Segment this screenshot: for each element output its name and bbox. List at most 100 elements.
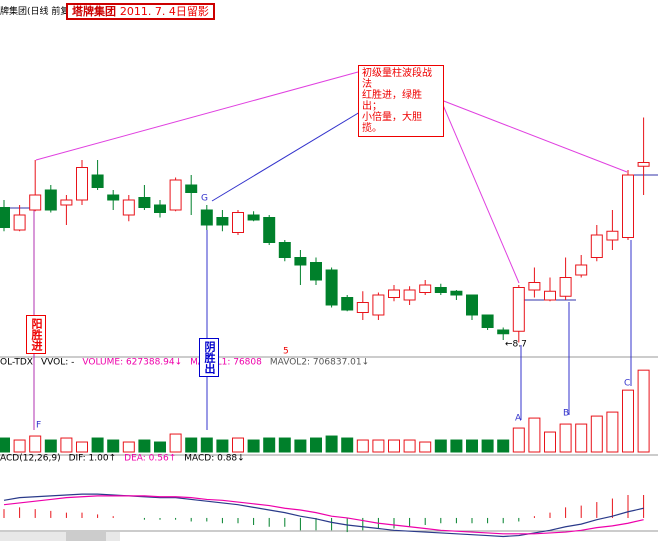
candle-body [185, 184, 198, 193]
candle-body [200, 209, 213, 226]
volume-bar [0, 437, 10, 453]
candle-body [575, 264, 588, 276]
volume-bar [590, 415, 603, 453]
volume-bar [13, 439, 26, 453]
callout: 初级量柱波段战法 红胜进，绿胜出； 小倍量，大胆揽。 [358, 65, 444, 137]
candle-body [107, 194, 120, 201]
candle-body [481, 314, 494, 328]
volume-bar [372, 439, 385, 453]
legend-entry: OL-TDX [0, 358, 33, 368]
candle-body [512, 287, 525, 332]
volume-bar [481, 439, 494, 453]
candle-body [341, 297, 354, 311]
marker-label: F [36, 421, 41, 431]
volume-bar [466, 439, 478, 453]
candle-body [278, 242, 291, 258]
marker-label: A [515, 414, 522, 424]
dif-line [3, 493, 644, 538]
volume-bar [310, 437, 322, 453]
candle-body [13, 214, 26, 231]
volume-bar [637, 369, 650, 453]
candle-body [559, 277, 572, 297]
candle-body [29, 194, 42, 211]
marker-label: C [624, 379, 630, 389]
candle-body [216, 217, 229, 226]
signal-arrows [33, 196, 632, 430]
volume-bar [154, 441, 166, 453]
legend-entry: DIF: 1.00↑ [69, 454, 117, 464]
candle-body [310, 262, 322, 281]
volume-bar [544, 431, 556, 453]
candle-body [544, 290, 556, 301]
macd-legend: ACD(12,26,9) DIF: 1.00↑ DEA: 0.56↑ MACD: 0.… [0, 454, 245, 464]
volume-bar [76, 441, 88, 453]
volume-bar [169, 433, 182, 453]
volume-bar [497, 439, 510, 453]
volume-bar [247, 439, 260, 453]
volume-bar [419, 441, 432, 453]
volume-bar [232, 437, 244, 453]
candle-body [263, 217, 276, 243]
low-label: ←8.7 [505, 340, 527, 350]
callout-line: 小倍量，大胆揽。 [362, 112, 422, 134]
candle-body [450, 290, 463, 296]
volume-bar [216, 439, 229, 453]
pointer-line [211, 99, 381, 202]
volume-bar [403, 439, 416, 453]
volume-bar [200, 437, 213, 453]
candle-body [91, 174, 104, 188]
candle-body [356, 302, 369, 313]
candle-body [169, 179, 182, 211]
legend-entry: MAVOL1: 76808 [190, 358, 262, 368]
candle-body [154, 204, 166, 213]
candle-body [44, 189, 57, 211]
legend-entry: VVOL: - [41, 358, 74, 368]
legend-entry: MAVOL2: 706837.01↓ [270, 358, 369, 368]
badge-name: 塔牌集团 [72, 5, 116, 18]
volume-bar [622, 389, 634, 453]
volume-bar [294, 439, 307, 453]
sell-label: 阴胜出 [199, 338, 219, 377]
marker-label: B [563, 409, 569, 419]
volume-bar [388, 439, 400, 453]
candle-body [403, 289, 416, 301]
candle-body [372, 294, 385, 316]
candle-body [247, 214, 260, 221]
volume-bar [512, 427, 525, 453]
candle-body [590, 234, 603, 258]
volume-bar [185, 437, 198, 453]
volume-bar [325, 435, 338, 453]
candle-body [528, 282, 541, 291]
callout-line: 初级量柱波段战法 [362, 68, 432, 90]
legend-entry: ACD(12,26,9) [0, 454, 61, 464]
window-title: 牌集团(日线 前复权) [0, 7, 82, 17]
legend-entry: MACD: 0.88↓ [184, 454, 244, 464]
buy-label: 阳胜进 [26, 315, 46, 354]
dea-line [3, 495, 644, 535]
candle-body [294, 257, 307, 266]
callout-line: 红胜进，绿胜出； [362, 90, 422, 112]
volume-bar [278, 437, 291, 453]
volume-bar [263, 437, 276, 453]
volume-bar [575, 423, 588, 453]
candle-body [138, 197, 151, 208]
volume-bar [44, 439, 57, 453]
legend-entry: VOLUME: 627388.94↓ [82, 358, 182, 368]
volume-bar [122, 441, 135, 453]
candle-body [232, 212, 244, 233]
volume-bar [606, 411, 619, 453]
badge: 塔牌集团 2011. 7. 4日留影 [66, 3, 215, 20]
marker-label: 5 [283, 347, 289, 357]
candle-body [622, 174, 634, 238]
candle-body [122, 199, 135, 216]
volume-bar [434, 439, 447, 453]
marker-label: G [201, 194, 208, 204]
volume-bar [29, 435, 42, 453]
volume-bar [528, 417, 541, 453]
volume-legend: OL-TDX VVOL: - VOLUME: 627388.94↓ MAVOL1: 7… [0, 358, 369, 368]
candle-body [60, 199, 73, 206]
candle-body [606, 230, 619, 241]
candle-body [76, 167, 88, 201]
